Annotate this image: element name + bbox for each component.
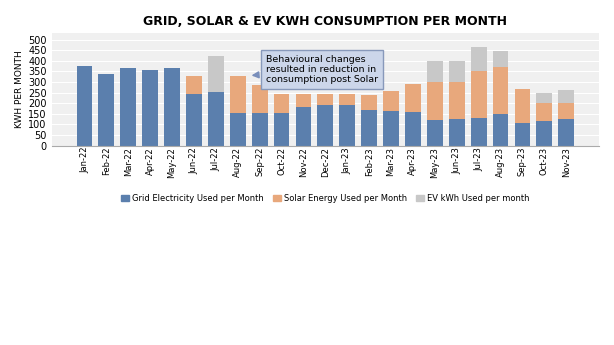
Bar: [558, 119, 574, 146]
Legend: Grid Electricity Used per Month, Solar Energy Used per Month, EV kWh Used per mo: Grid Electricity Used per Month, Solar E…: [117, 191, 533, 207]
Bar: [340, 105, 355, 146]
Bar: [558, 103, 574, 119]
Bar: [98, 73, 114, 146]
Bar: [449, 119, 465, 146]
Bar: [230, 76, 246, 114]
Bar: [186, 76, 202, 94]
Bar: [295, 94, 311, 107]
Bar: [471, 71, 486, 118]
Bar: [383, 111, 399, 146]
Bar: [492, 67, 508, 115]
Bar: [427, 61, 443, 82]
Bar: [537, 103, 552, 121]
Bar: [558, 90, 574, 103]
Bar: [492, 51, 508, 67]
Bar: [142, 70, 158, 146]
Bar: [317, 105, 333, 146]
Bar: [230, 114, 246, 146]
Bar: [427, 82, 443, 120]
Bar: [449, 82, 465, 119]
Bar: [274, 113, 289, 146]
Bar: [295, 107, 311, 146]
Bar: [427, 120, 443, 146]
Bar: [164, 68, 180, 146]
Bar: [208, 56, 223, 92]
Bar: [361, 95, 377, 110]
Bar: [361, 110, 377, 146]
Bar: [77, 66, 92, 146]
Bar: [471, 118, 486, 146]
Bar: [492, 115, 508, 146]
Bar: [120, 68, 136, 146]
Bar: [405, 84, 421, 112]
Bar: [515, 124, 530, 146]
Y-axis label: KWH PER MONTH: KWH PER MONTH: [15, 51, 24, 128]
Bar: [208, 92, 223, 146]
Bar: [405, 112, 421, 146]
Bar: [252, 85, 268, 114]
Bar: [537, 121, 552, 146]
Text: Behavioural changes
resulted in reduction in
consumption post Solar: Behavioural changes resulted in reductio…: [254, 55, 378, 84]
Bar: [317, 94, 333, 105]
Bar: [449, 61, 465, 82]
Bar: [537, 93, 552, 103]
Bar: [515, 89, 530, 124]
Bar: [383, 90, 399, 111]
Bar: [340, 94, 355, 105]
Bar: [186, 94, 202, 146]
Bar: [252, 114, 268, 146]
Bar: [274, 94, 289, 113]
Title: GRID, SOLAR & EV KWH CONSUMPTION PER MONTH: GRID, SOLAR & EV KWH CONSUMPTION PER MON…: [143, 15, 507, 28]
Bar: [471, 47, 486, 71]
